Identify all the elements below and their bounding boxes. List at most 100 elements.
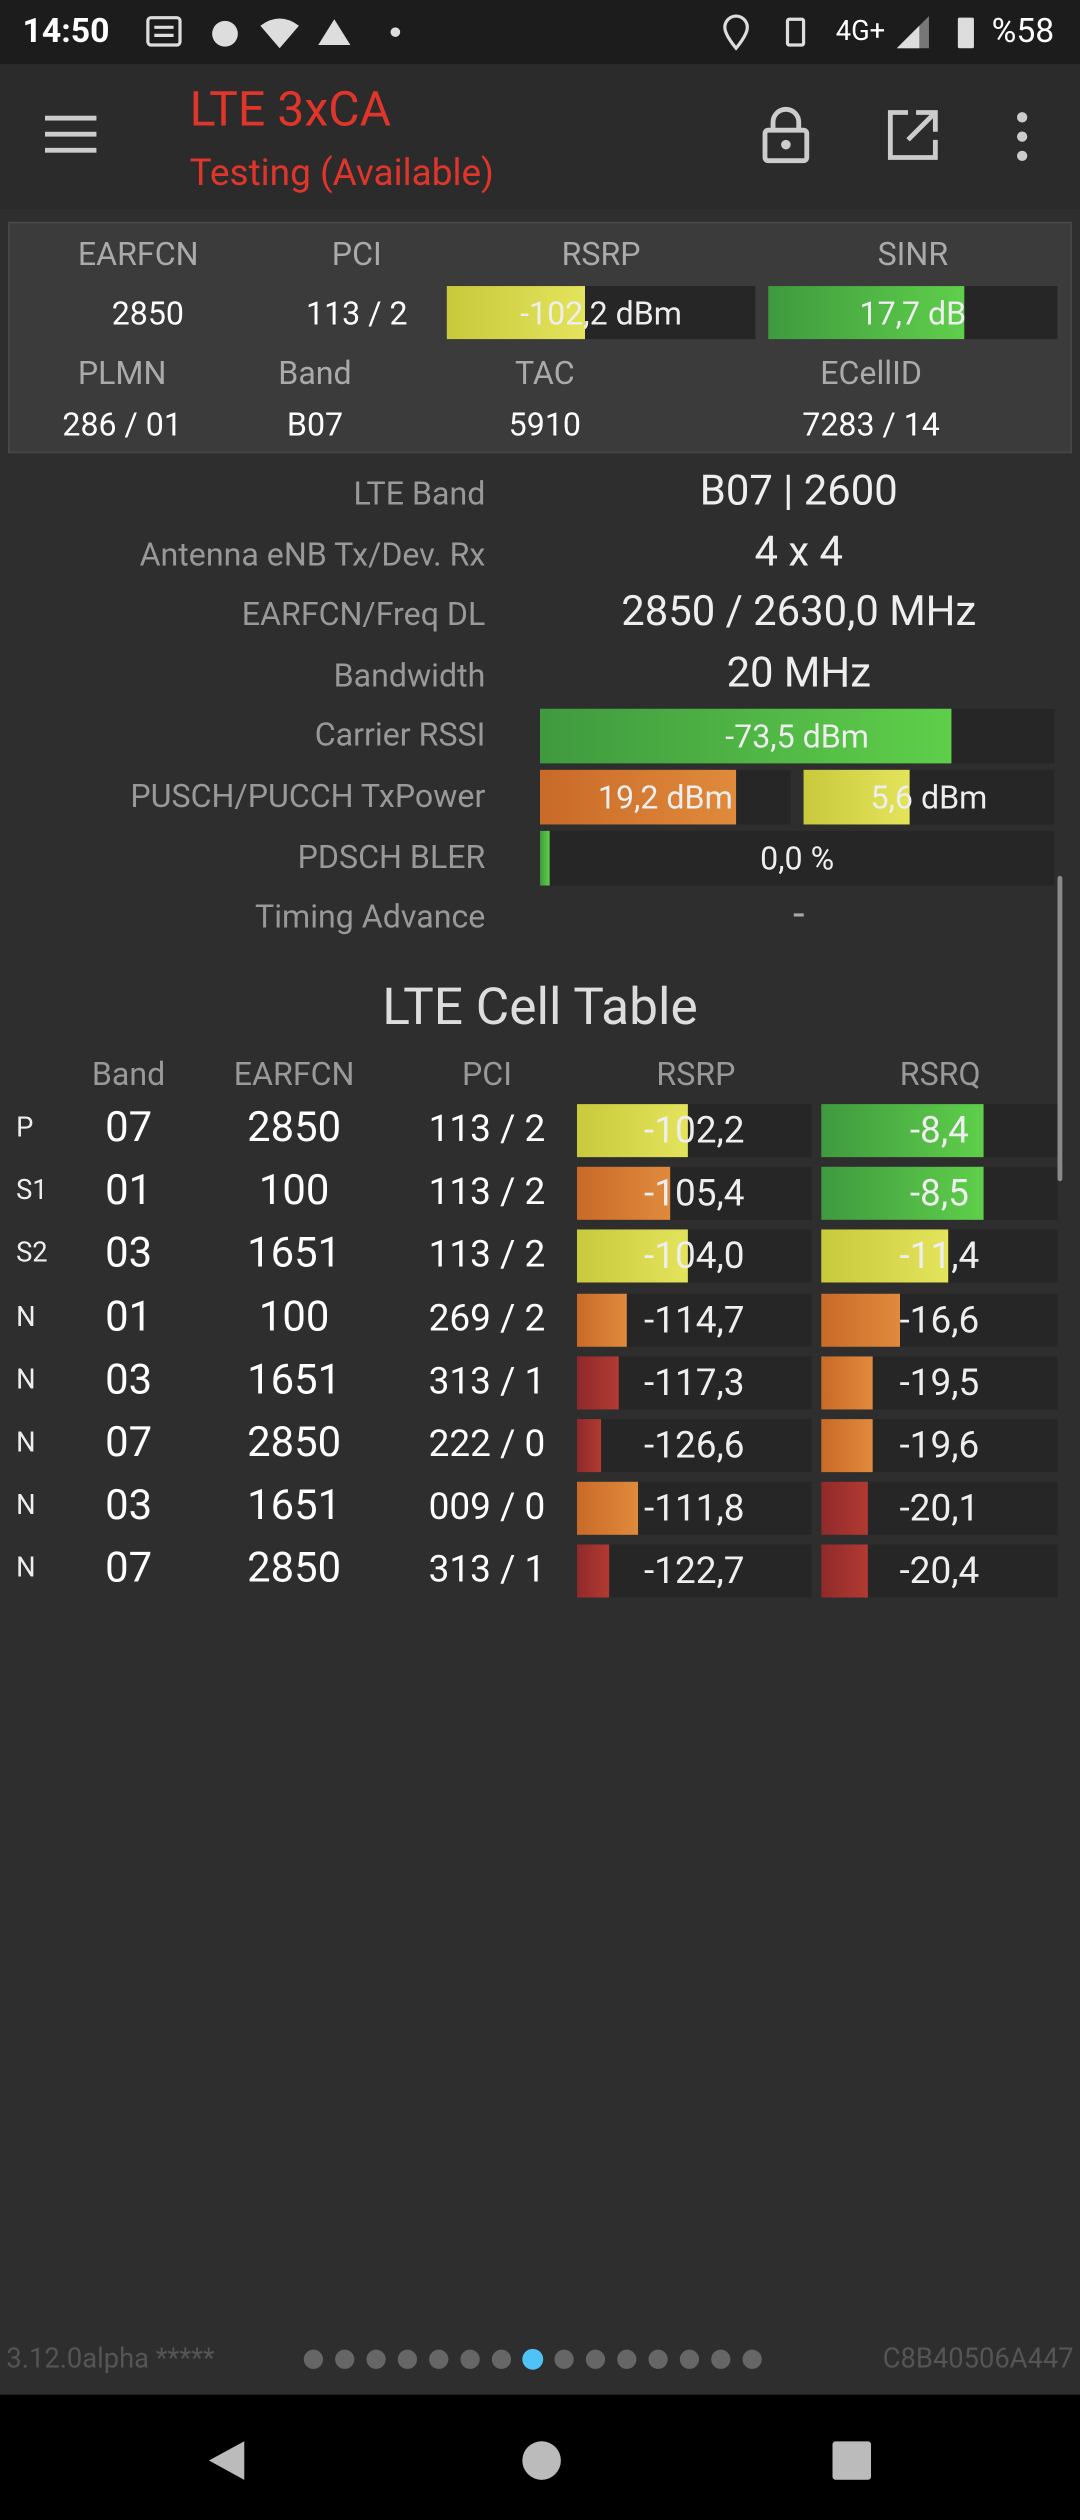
detail-label: Timing Advance — [255, 897, 486, 936]
status-signal — [896, 16, 974, 49]
toolbar-subtitle: Testing (Available) — [189, 151, 494, 195]
cell-earfcn: 2850 — [247, 1545, 342, 1594]
page-dot[interactable] — [648, 2349, 668, 2369]
nav-back[interactable] — [206, 2438, 248, 2483]
cell-type: N — [16, 1490, 36, 1523]
cell-band: 03 — [105, 1482, 153, 1531]
cell-earfcn: 2850 — [247, 1419, 342, 1468]
pucch-bar-text: 5,6 dBm — [870, 777, 988, 817]
page-dot[interactable] — [554, 2349, 574, 2369]
page-dot[interactable] — [522, 2348, 544, 2370]
summary-header: PLMN — [77, 353, 167, 393]
app-version: 3.12.0alpha ***** — [6, 2343, 215, 2376]
summary-value: 286 / 01 — [62, 405, 182, 444]
cell-rsrp-text: -122,7 — [643, 1549, 745, 1594]
pusch-bar-text: 19,2 dBm — [597, 777, 733, 817]
sinr-bar-fill — [768, 286, 965, 340]
carrier-rssi-bar-fill — [540, 709, 952, 765]
page-dot[interactable] — [617, 2349, 637, 2369]
column-header: PCI — [461, 1054, 512, 1093]
detail-value: 2850 / 2630,0 MHz — [621, 588, 977, 637]
cell-type: P — [16, 1112, 34, 1145]
cell-rsrq-text: -20,1 — [899, 1486, 980, 1531]
cell-rsrp-text: -114,7 — [643, 1297, 745, 1342]
page-dot[interactable] — [460, 2349, 480, 2369]
cell-rsrp-text: -126,6 — [643, 1423, 745, 1468]
cell-rsrp: -102,2 — [576, 1104, 812, 1158]
page-dot[interactable] — [585, 2349, 606, 2369]
cell-band: 07 — [105, 1104, 153, 1153]
toolbar — [0, 64, 1080, 209]
cell-rsrp: -126,6 — [576, 1419, 812, 1473]
cell-rsrq: -8,4 — [821, 1104, 1058, 1158]
cell-rsrq-text: -16,6 — [899, 1297, 980, 1342]
page-dot[interactable] — [711, 2349, 731, 2369]
overflow-menu-button[interactable] — [1009, 109, 1035, 164]
status-time: 14:50 — [22, 12, 110, 52]
page-dot[interactable] — [429, 2349, 449, 2369]
detail-label: Antenna eNB Tx/Dev. Rx — [139, 534, 486, 574]
cell-rsrp-fill — [576, 1104, 688, 1158]
cell-rsrp-text: -111,8 — [643, 1486, 745, 1531]
cell-pci: 269 / 2 — [428, 1296, 546, 1340]
summary-value: 7283 / 14 — [802, 405, 940, 444]
page-dot[interactable] — [397, 2349, 418, 2369]
cell-band: 01 — [105, 1293, 153, 1342]
bler-bar: 0,0 % — [540, 830, 1055, 885]
nav-recents[interactable] — [832, 2441, 872, 2480]
pucch-bar: 5,6 dBm — [803, 769, 1055, 825]
page-dot[interactable] — [303, 2349, 324, 2369]
scrollbar — [1057, 875, 1063, 1182]
cell-rsrq-fill — [821, 1419, 874, 1473]
bler-bar-fill — [540, 830, 550, 885]
summary-value: 5910 — [508, 405, 581, 444]
cell-rsrq: -20,4 — [821, 1545, 1058, 1599]
cell-rsrq-fill — [821, 1230, 949, 1284]
cell-earfcn: 100 — [258, 1167, 330, 1216]
bler-bar-text: 0,0 % — [760, 838, 835, 877]
summary-header: RSRP — [561, 234, 641, 274]
open-external-button[interactable] — [886, 108, 941, 163]
rsrp-bar-fill — [446, 286, 586, 340]
cell-type: N — [16, 1427, 36, 1460]
cell-rsrp-fill — [576, 1230, 688, 1284]
column-header: Band — [91, 1054, 166, 1093]
carrier-rssi-bar-text: -73,5 dBm — [725, 717, 870, 756]
cell-pci: 113 / 2 — [428, 1107, 546, 1151]
rsrp-bar: -102,2 dBm — [446, 286, 756, 340]
detail-label: PDSCH BLER — [297, 836, 486, 876]
cell-rsrp-text: -104,0 — [643, 1234, 745, 1279]
cell-band: 03 — [105, 1356, 153, 1405]
cell-rsrq-fill — [821, 1104, 985, 1158]
summary-value: B07 — [286, 405, 344, 444]
cell-type: S2 — [16, 1238, 48, 1271]
cell-rsrq-text: -19,6 — [899, 1423, 980, 1468]
page-dot[interactable] — [491, 2349, 512, 2369]
pucch-bar-fill — [803, 769, 909, 825]
cell-rsrp: -104,0 — [576, 1230, 812, 1284]
detail-label: EARFCN/Freq DL — [241, 594, 486, 634]
page-dot[interactable] — [679, 2349, 700, 2369]
sinr-bar: 17,7 dB — [768, 286, 1058, 340]
summary-header: SINR — [877, 234, 949, 274]
cell-rsrq-text: -8,4 — [909, 1108, 969, 1153]
cell-band: 07 — [105, 1545, 153, 1594]
menu-button[interactable] — [45, 113, 100, 158]
column-header: EARFCN — [233, 1054, 355, 1093]
pusch-bar: 19,2 dBm — [540, 769, 791, 825]
cell-table-title: LTE Cell Table — [382, 975, 698, 1037]
cell-rsrp-fill — [576, 1545, 610, 1599]
page-dot[interactable] — [335, 2349, 355, 2369]
lock-button[interactable] — [762, 106, 810, 164]
nav-home[interactable] — [521, 2440, 563, 2482]
cell-pci: 009 / 0 — [428, 1485, 546, 1529]
detail-label: PUSCH/PUCCH TxPower — [130, 776, 486, 815]
page-dot[interactable] — [742, 2349, 762, 2369]
sinr-bar-text: 17,7 dB — [859, 293, 967, 332]
summary-value: 113 / 2 — [306, 294, 408, 333]
page-dot[interactable] — [366, 2349, 386, 2369]
cell-pci: 313 / 1 — [428, 1548, 546, 1592]
cell-earfcn: 2850 — [247, 1104, 342, 1153]
cell-band: 01 — [105, 1167, 153, 1216]
